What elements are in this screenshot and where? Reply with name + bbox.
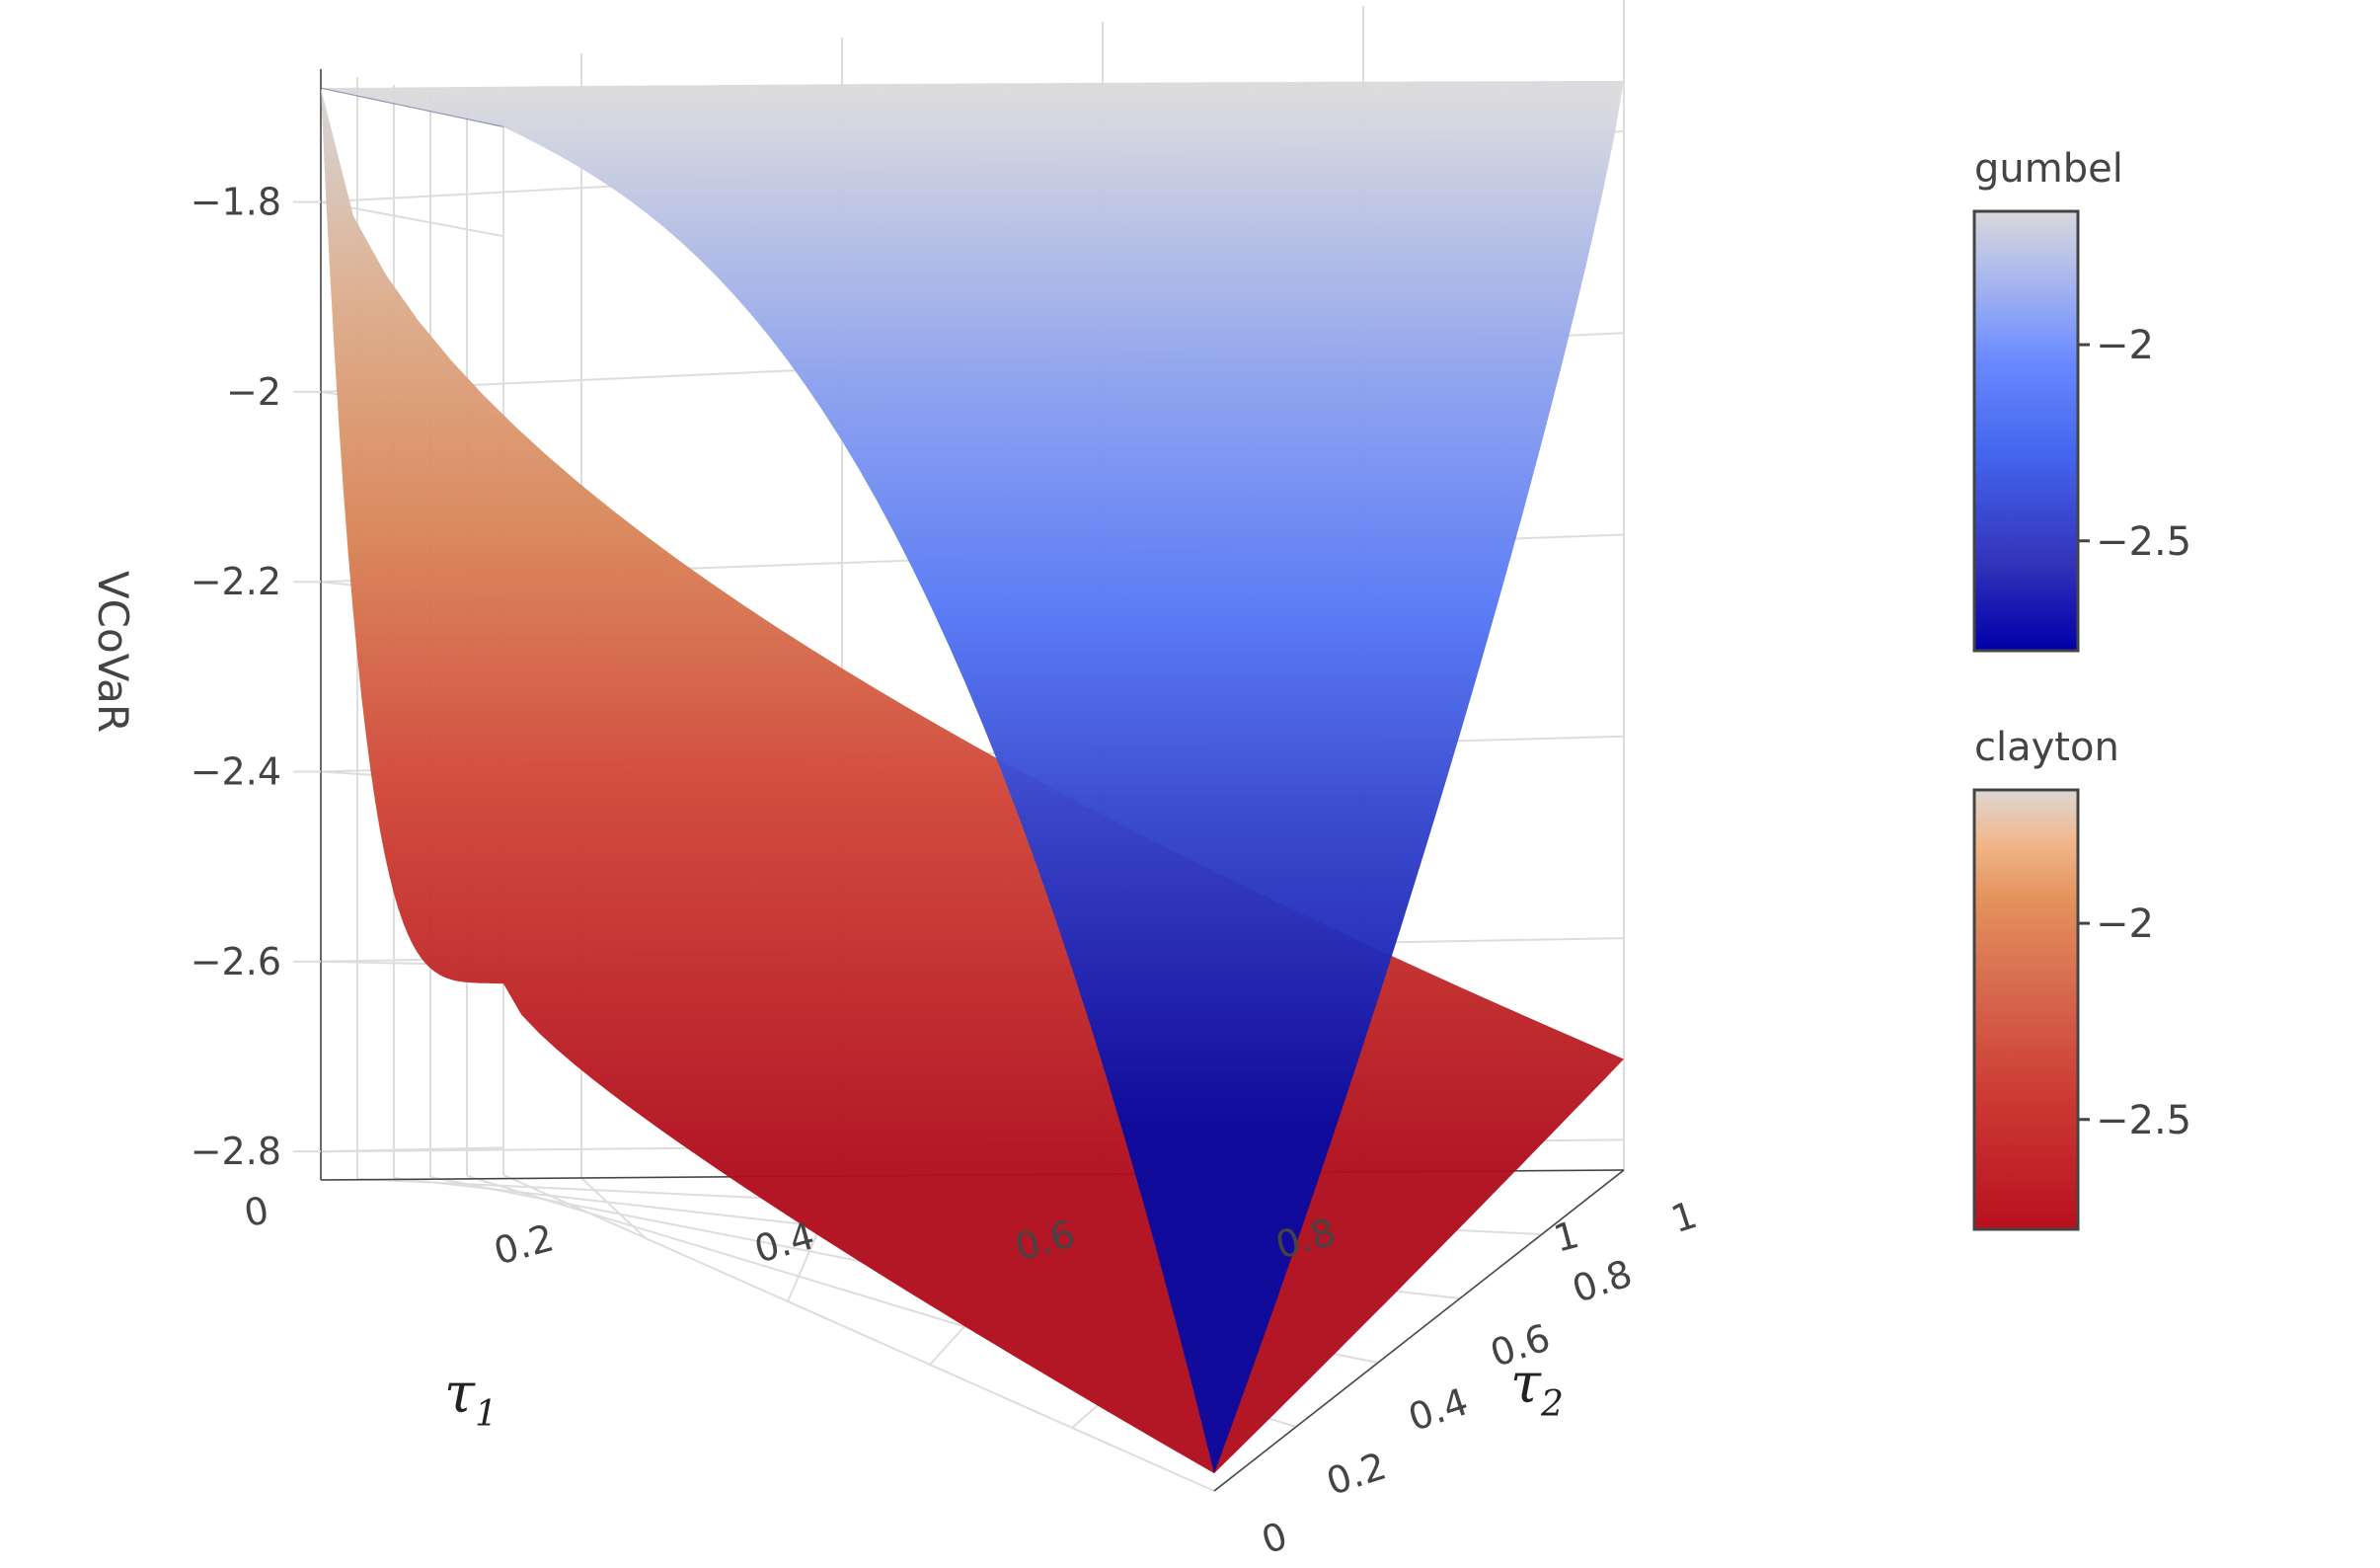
colorbar-tick-label: −2 — [2096, 323, 2154, 368]
z-tick-label: −2 — [226, 370, 281, 414]
origin-tick-label: 0 — [241, 1188, 271, 1235]
tau2-tick-label: 0 — [1257, 1514, 1293, 1562]
colorbar-tick-label: −2 — [2096, 902, 2154, 947]
gumbel-surface — [321, 80, 1624, 1474]
floor-gridline — [502, 1174, 1215, 1492]
z-tick-label: −2.8 — [191, 1130, 281, 1173]
tau2-tick-label: 0.2 — [1321, 1444, 1391, 1504]
colorbar-gradient — [1972, 209, 2080, 653]
colorbar-title: gumbel — [1974, 146, 2123, 192]
floor-gridline — [580, 1177, 647, 1239]
colorbars: gumbel −2 −2.5 clayton −2 −2.5 — [1972, 146, 2191, 1231]
z-axis-title: VCoVaR — [89, 571, 137, 733]
wall-gridline — [320, 1146, 504, 1153]
tau2-tick-label: 1 — [1666, 1193, 1703, 1241]
z-tick-label: −2.6 — [191, 940, 281, 983]
wall-gridline — [320, 200, 504, 238]
tau1-tick-label: 0.4 — [750, 1214, 819, 1271]
colorbar-gumbel: gumbel −2 −2.5 — [1972, 146, 2191, 653]
tau2-tick-label: 0.4 — [1403, 1379, 1473, 1440]
colorbar-tick-label: −2.5 — [2096, 519, 2191, 565]
axis-titles: VCoVaR τ1 τ2 — [89, 571, 1564, 1435]
colorbar-gradient — [1972, 788, 2080, 1231]
tau2-axis-line — [1213, 1169, 1625, 1492]
surfaces — [320, 80, 1624, 1474]
gumbel-ridge — [320, 87, 504, 128]
colorbar-clayton: clayton −2 −2.5 — [1972, 725, 2191, 1231]
tau1-tick-label: 0.2 — [490, 1215, 559, 1273]
tau2-axis-title: τ2 — [1510, 1352, 1564, 1425]
colorbar-tick-label: −2.5 — [2096, 1098, 2191, 1143]
colorbar-title: clayton — [1974, 725, 2119, 770]
tau2-tick-label: 0.8 — [1567, 1251, 1637, 1311]
z-tick-label: −2.2 — [191, 560, 281, 603]
tau1-tick-label: 1 — [1549, 1213, 1583, 1261]
tau1-axis-title: τ1 — [444, 1362, 498, 1435]
z-tick-label: −2.4 — [191, 750, 281, 794]
z-tick-label: −1.8 — [191, 181, 281, 224]
